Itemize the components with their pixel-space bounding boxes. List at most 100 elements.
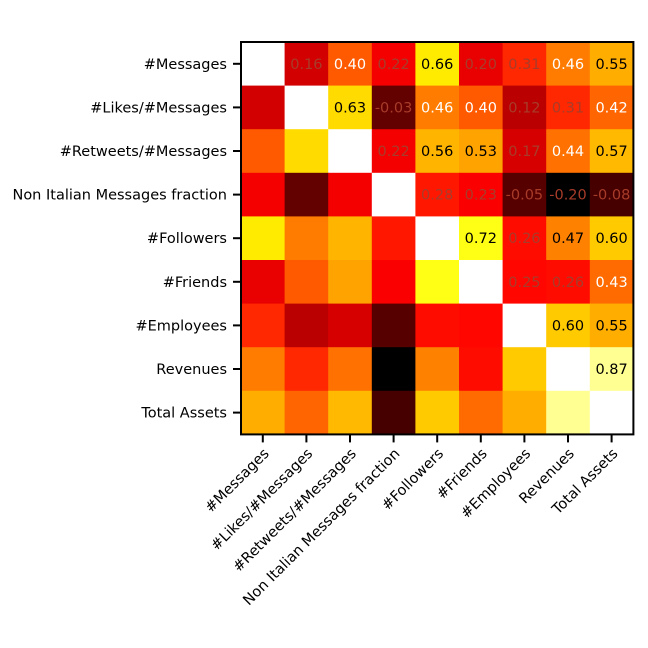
heatmap-cell-diagonal <box>502 303 547 348</box>
heatmap-cell <box>328 216 373 261</box>
heatmap-cell <box>371 129 416 174</box>
cell-value-label: 0.55 <box>595 318 627 334</box>
heatmap-cell <box>502 42 547 87</box>
heatmap-cell <box>502 216 547 261</box>
heatmap-cell-diagonal <box>284 85 329 130</box>
heatmap-cell <box>546 42 591 87</box>
heatmap-cell-diagonal <box>459 260 504 305</box>
heatmap-cell <box>589 216 634 261</box>
heatmap-cell <box>546 85 591 130</box>
heatmap-cell <box>589 172 634 217</box>
heatmap-cell <box>328 172 373 217</box>
heatmap-cell <box>241 216 286 261</box>
heatmap-cell <box>502 260 547 305</box>
cell-value-label: 0.55 <box>595 57 627 73</box>
heatmap-cell <box>371 303 416 348</box>
heatmap-cell <box>589 347 634 392</box>
heatmap-cell <box>241 129 286 174</box>
heatmap-cell <box>371 347 416 392</box>
cell-value-label: 0.57 <box>595 144 627 160</box>
heatmap-cell <box>502 347 547 392</box>
heatmap-cell <box>415 260 460 305</box>
heatmap-cell <box>459 129 504 174</box>
cell-value-label: 0.23 <box>465 188 497 204</box>
heatmap-cell <box>328 347 373 392</box>
cell-value-label: 0.40 <box>334 57 366 73</box>
y-tick-label: #Employees <box>135 318 227 334</box>
cell-value-label: 0.25 <box>508 275 540 291</box>
cell-value-label: 0.56 <box>421 144 453 160</box>
heatmap-cell <box>502 390 547 435</box>
heatmap-cell <box>459 216 504 261</box>
heatmap-cell-diagonal <box>589 390 634 435</box>
cell-value-label: 0.12 <box>508 100 540 116</box>
heatmap-cell <box>459 172 504 217</box>
y-tick-label: #Likes/#Messages <box>90 100 227 116</box>
y-tick-label: Revenues <box>156 362 227 378</box>
cell-value-label: 0.53 <box>465 144 497 160</box>
cell-value-label: 0.46 <box>552 57 584 73</box>
heatmap-cell-labels: 0.16 0.40 0.22 0.66 0.20 0.31 0.46 0.55 0.63 -0.0… <box>290 57 630 378</box>
heatmap-cell <box>546 303 591 348</box>
cell-value-label: 0.63 <box>334 100 366 116</box>
heatmap-cell <box>415 303 460 348</box>
heatmap-cell-diagonal <box>371 172 416 217</box>
heatmap-cell <box>328 390 373 435</box>
cell-value-label: 0.31 <box>552 100 584 116</box>
heatmap-cell <box>241 303 286 348</box>
heatmap-cell <box>371 42 416 87</box>
heatmap-cell <box>328 42 373 87</box>
cell-value-label: 0.46 <box>421 100 453 116</box>
cell-value-label: 0.40 <box>465 100 497 116</box>
heatmap-cell <box>502 129 547 174</box>
heatmap-cell <box>284 172 329 217</box>
heatmap-cell <box>546 172 591 217</box>
heatmap-cell <box>589 129 634 174</box>
y-tick-label: Non Italian Messages fraction <box>12 188 227 204</box>
heatmap-cell <box>589 260 634 305</box>
heatmap-cell <box>241 347 286 392</box>
cell-value-label: 0.60 <box>552 318 584 334</box>
heatmap-cell <box>241 172 286 217</box>
cell-value-label: 0.26 <box>552 275 584 291</box>
heatmap-cell <box>589 85 634 130</box>
heatmap-cell <box>284 129 329 174</box>
heatmap-cell <box>415 347 460 392</box>
heatmap-cell <box>328 85 373 130</box>
heatmap-cell <box>284 260 329 305</box>
cell-value-label: 0.43 <box>595 275 627 291</box>
heatmap-cell <box>415 85 460 130</box>
heatmap-cell-diagonal <box>546 347 591 392</box>
heatmap-cell <box>371 390 416 435</box>
cell-value-label: 0.44 <box>552 144 584 160</box>
heatmap-cell <box>284 42 329 87</box>
y-tick-label: #Friends <box>163 275 227 291</box>
y-tick-label: Total Assets <box>140 406 227 422</box>
heatmap-cell <box>589 42 634 87</box>
cell-value-label: 0.20 <box>465 57 497 73</box>
y-tick-label: #Messages <box>144 57 227 73</box>
cell-value-label: -0.05 <box>506 188 544 204</box>
heatmap-cell <box>241 85 286 130</box>
heatmap-cells <box>241 42 634 435</box>
heatmap-cell <box>502 172 547 217</box>
heatmap-cell <box>328 303 373 348</box>
cell-value-label: 0.66 <box>421 57 453 73</box>
heatmap-cell <box>284 390 329 435</box>
heatmap-cell-diagonal <box>241 42 286 87</box>
x-tick-label: Non Italian Messages fraction <box>240 446 403 609</box>
cell-value-label: -0.03 <box>375 100 413 116</box>
heatmap-cell <box>371 260 416 305</box>
heatmap-cell <box>284 347 329 392</box>
heatmap-cell <box>328 260 373 305</box>
heatmap-cell <box>241 390 286 435</box>
heatmap-cell <box>546 390 591 435</box>
cell-value-label: 0.28 <box>421 188 453 204</box>
cell-value-label: 0.26 <box>508 231 540 247</box>
heatmap-cell <box>459 42 504 87</box>
cell-value-label: -0.08 <box>593 188 631 204</box>
heatmap-cell-diagonal <box>328 129 373 174</box>
cell-value-label: 0.16 <box>290 57 322 73</box>
y-tick-label: #Retweets/#Messages <box>60 144 227 160</box>
